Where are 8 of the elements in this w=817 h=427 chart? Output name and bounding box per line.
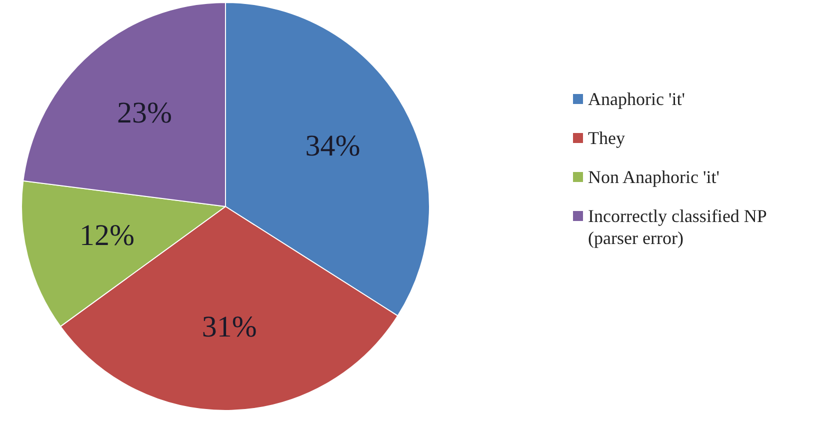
data-label: 12%: [79, 218, 134, 252]
legend-label: Anaphoric 'it': [588, 88, 685, 110]
data-label: 23%: [117, 96, 172, 130]
data-label: 34%: [305, 129, 360, 162]
data-label: 31%: [202, 310, 257, 344]
legend-label: Incorrectly classified NP (parser error): [588, 205, 768, 249]
legend-label: They: [588, 127, 625, 149]
legend-label: Non Anaphoric 'it': [588, 166, 720, 188]
